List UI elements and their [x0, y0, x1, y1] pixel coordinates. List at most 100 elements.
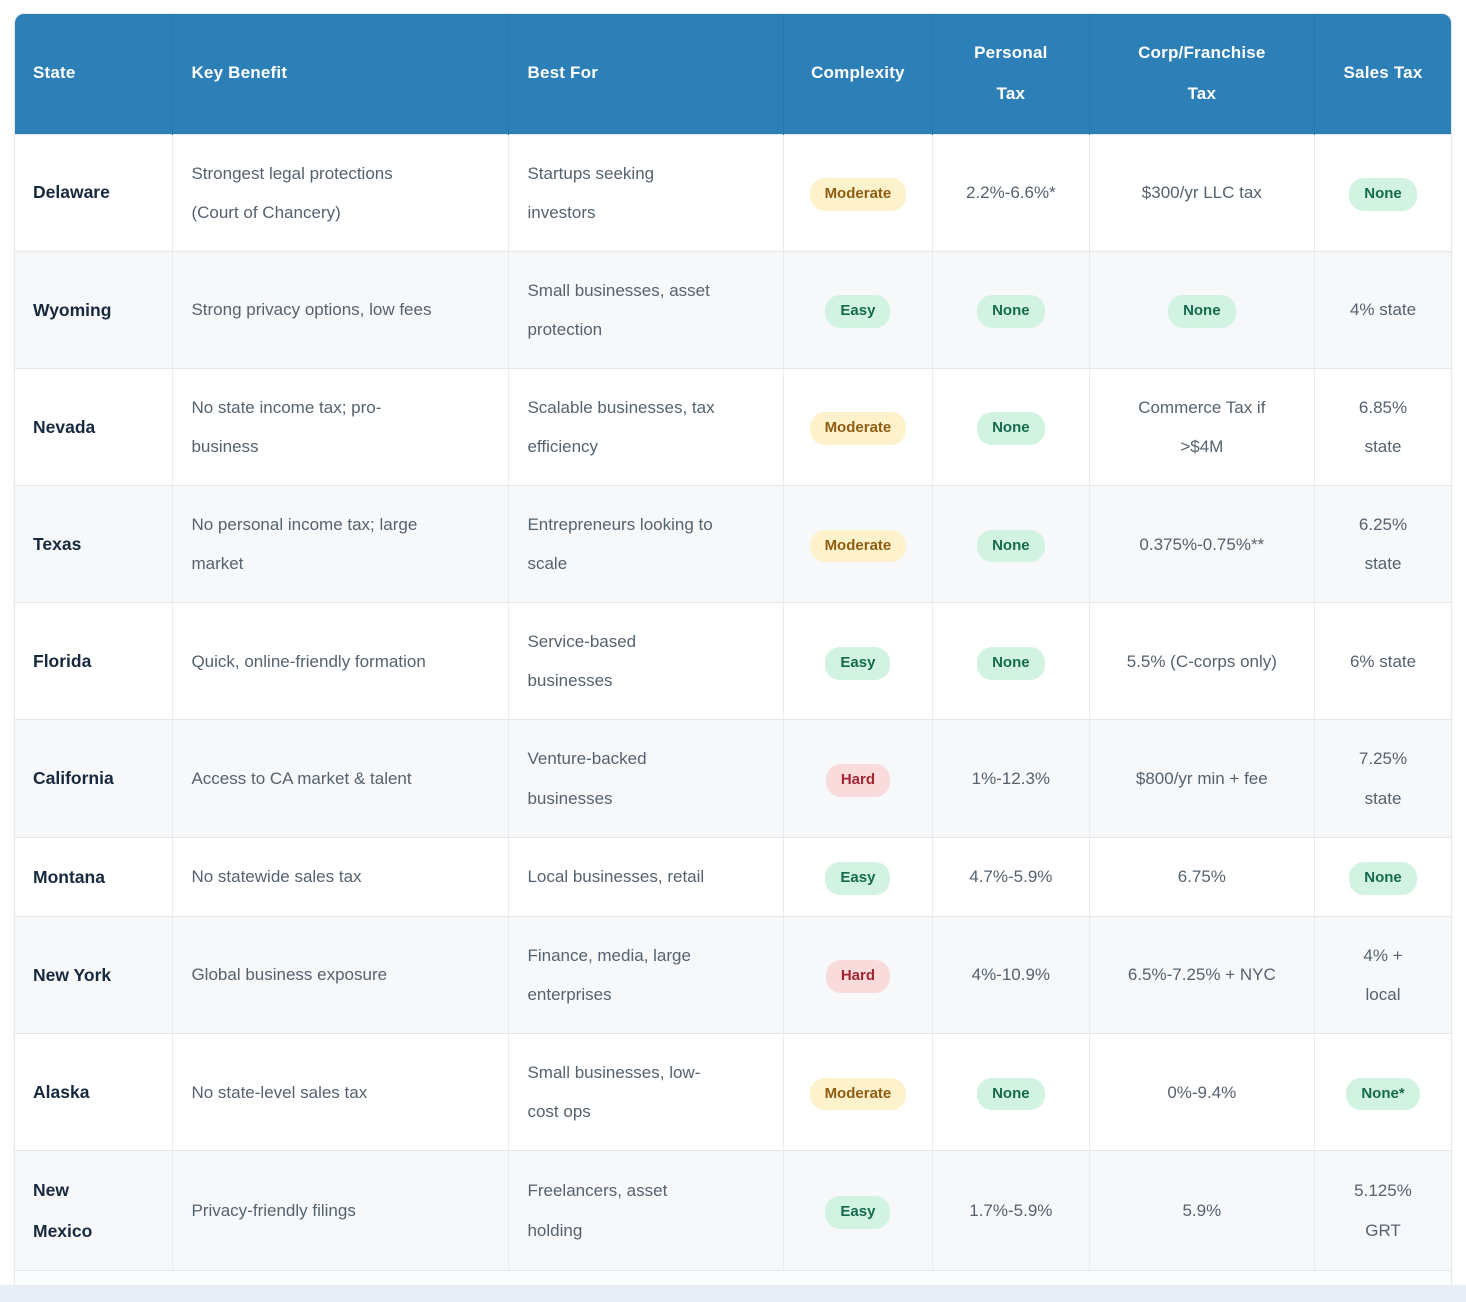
- table-row-new-york: New York Global business exposure Finance,…: [15, 915, 1451, 1034]
- badge-easy: Easy: [825, 646, 891, 680]
- cell-california-personal-tax: 1%-12.3%: [932, 719, 1090, 838]
- cell-florida-corp-franchise-tax: 5.5% (C-corps only): [1089, 602, 1316, 720]
- cell-delaware-sales-tax: None: [1314, 133, 1451, 252]
- column-header-complexity: Complexity: [783, 14, 934, 134]
- table-row-montana: Montana No statewide sales tax Local busin…: [15, 836, 1451, 917]
- badge-none: None: [977, 529, 1045, 563]
- cell-delaware-key-benefit: Strongest legal protections (Court of Ch…: [172, 133, 510, 252]
- badge-none: None*: [1346, 1077, 1420, 1111]
- badge-easy: Easy: [825, 862, 891, 895]
- badge-moderate: Moderate: [809, 412, 907, 446]
- cell-nevada-complexity: Moderate: [783, 367, 934, 486]
- state-comparison-table: State Key Benefit Best For Complexity Person…: [15, 14, 1451, 1270]
- badge-hard: Hard: [825, 763, 890, 797]
- cell-california-complexity: Hard: [783, 719, 934, 838]
- cell-texas-best-for: Entrepreneurs looking to scale: [508, 485, 784, 603]
- page-bottom-strip: [0, 1285, 1466, 1302]
- cell-alaska-complexity: Moderate: [783, 1033, 934, 1151]
- badge-none: None: [977, 646, 1045, 680]
- cell-texas-complexity: Moderate: [783, 485, 934, 603]
- column-header-personal-tax: Personal Tax: [932, 14, 1090, 134]
- badge-easy: Easy: [825, 1195, 891, 1229]
- cell-california-key-benefit: Access to CA market & talent: [172, 719, 510, 838]
- badge-hard: Hard: [825, 960, 890, 994]
- badge-moderate: Moderate: [809, 178, 907, 211]
- cell-texas-sales-tax: 6.25% state: [1314, 485, 1451, 603]
- cell-montana-complexity: Easy: [783, 836, 934, 917]
- badge-none: None: [1349, 178, 1417, 211]
- cell-alaska-sales-tax: None*: [1314, 1033, 1451, 1151]
- cell-new-mexico-state: New Mexico: [15, 1150, 174, 1270]
- cell-new-york-key-benefit: Global business exposure: [172, 915, 510, 1034]
- cell-delaware-complexity: Moderate: [783, 133, 934, 252]
- cell-wyoming-key-benefit: Strong privacy options, low fees: [172, 250, 510, 369]
- column-header-state: State: [15, 14, 174, 134]
- cell-new-mexico-personal-tax: 1.7%-5.9%: [932, 1150, 1090, 1270]
- cell-montana-key-benefit: No statewide sales tax: [172, 836, 510, 917]
- cell-california-corp-franchise-tax: $800/yr min + fee: [1089, 719, 1316, 838]
- cell-california-sales-tax: 7.25% state: [1314, 719, 1451, 838]
- cell-florida-best-for: Service-based businesses: [508, 602, 784, 720]
- cell-nevada-corp-franchise-tax: Commerce Tax if >$4M: [1089, 367, 1316, 486]
- cell-florida-personal-tax: None: [932, 602, 1090, 720]
- column-header-sales-tax: Sales Tax: [1314, 14, 1451, 134]
- table-row-wyoming: Wyoming Strong privacy options, low fees S…: [15, 250, 1451, 369]
- cell-new-mexico-key-benefit: Privacy-friendly filings: [172, 1150, 510, 1270]
- table-row-new-mexico: New Mexico Privacy-friendly filings Freela…: [15, 1150, 1451, 1270]
- cell-montana-sales-tax: None: [1314, 836, 1451, 917]
- table-row-california: California Access to CA market & talent Ve…: [15, 719, 1451, 838]
- cell-texas-personal-tax: None: [932, 485, 1090, 603]
- cell-new-york-personal-tax: 4%-10.9%: [932, 915, 1090, 1034]
- cell-new-york-state: New York: [15, 915, 174, 1034]
- cell-wyoming-best-for: Small businesses, asset protection: [508, 250, 784, 369]
- table-row-florida: Florida Quick, online-friendly formation S…: [15, 602, 1451, 720]
- cell-new-york-sales-tax: 4% + local: [1314, 915, 1451, 1034]
- cell-california-best-for: Venture-backed businesses: [508, 719, 784, 838]
- cell-delaware-best-for: Startups seeking investors: [508, 133, 784, 252]
- cell-new-mexico-sales-tax: 5.125% GRT: [1314, 1150, 1451, 1270]
- table-row-alaska: Alaska No state-level sales tax Small busi…: [15, 1033, 1451, 1151]
- cell-montana-corp-franchise-tax: 6.75%: [1089, 836, 1316, 917]
- table-row-texas: Texas No personal income tax; large marke…: [15, 485, 1451, 603]
- table-head: State Key Benefit Best For Complexity Person…: [15, 14, 1451, 134]
- badge-easy: Easy: [825, 295, 891, 328]
- cell-alaska-state: Alaska: [15, 1033, 174, 1151]
- cell-montana-personal-tax: 4.7%-5.9%: [932, 836, 1090, 917]
- badge-moderate: Moderate: [809, 1077, 907, 1111]
- cell-texas-state: Texas: [15, 485, 174, 603]
- column-header-corp-franchise-tax: Corp/Franchise Tax: [1089, 14, 1316, 134]
- badge-none: None: [1349, 862, 1417, 895]
- table-header-row: State Key Benefit Best For Complexity Person…: [15, 14, 1451, 134]
- cell-delaware-personal-tax: 2.2%-6.6%*: [932, 133, 1090, 252]
- cell-new-mexico-best-for: Freelancers, asset holding: [508, 1150, 784, 1270]
- cell-nevada-sales-tax: 6.85% state: [1314, 367, 1451, 486]
- cell-wyoming-personal-tax: None: [932, 250, 1090, 369]
- badge-moderate: Moderate: [809, 529, 907, 563]
- cell-new-mexico-corp-franchise-tax: 5.9%: [1089, 1150, 1316, 1270]
- badge-none: None: [1168, 295, 1236, 328]
- cell-alaska-key-benefit: No state-level sales tax: [172, 1033, 510, 1151]
- cell-new-york-complexity: Hard: [783, 915, 934, 1034]
- cell-montana-state: Montana: [15, 836, 174, 917]
- column-header-best-for: Best For: [508, 14, 784, 134]
- cell-alaska-personal-tax: None: [932, 1033, 1090, 1151]
- cell-wyoming-state: Wyoming: [15, 250, 174, 369]
- cell-wyoming-corp-franchise-tax: None: [1089, 250, 1316, 369]
- cell-wyoming-complexity: Easy: [783, 250, 934, 369]
- table-row-delaware: Delaware Strongest legal protections (Cou…: [15, 133, 1451, 252]
- cell-nevada-best-for: Scalable businesses, tax efficiency: [508, 367, 784, 486]
- cell-florida-complexity: Easy: [783, 602, 934, 720]
- cell-delaware-corp-franchise-tax: $300/yr LLC tax: [1089, 133, 1316, 252]
- cell-florida-state: Florida: [15, 602, 174, 720]
- cell-delaware-state: Delaware: [15, 133, 174, 252]
- badge-none: None: [977, 1077, 1045, 1111]
- cell-wyoming-sales-tax: 4% state: [1314, 250, 1451, 369]
- cell-new-mexico-complexity: Easy: [783, 1150, 934, 1270]
- cell-florida-sales-tax: 6% state: [1314, 602, 1451, 720]
- cell-nevada-state: Nevada: [15, 367, 174, 486]
- cell-nevada-personal-tax: None: [932, 367, 1090, 486]
- cell-new-york-best-for: Finance, media, large enterprises: [508, 915, 784, 1034]
- cell-nevada-key-benefit: No state income tax; pro- business: [172, 367, 510, 486]
- cell-new-york-corp-franchise-tax: 6.5%-7.25% + NYC: [1089, 915, 1316, 1034]
